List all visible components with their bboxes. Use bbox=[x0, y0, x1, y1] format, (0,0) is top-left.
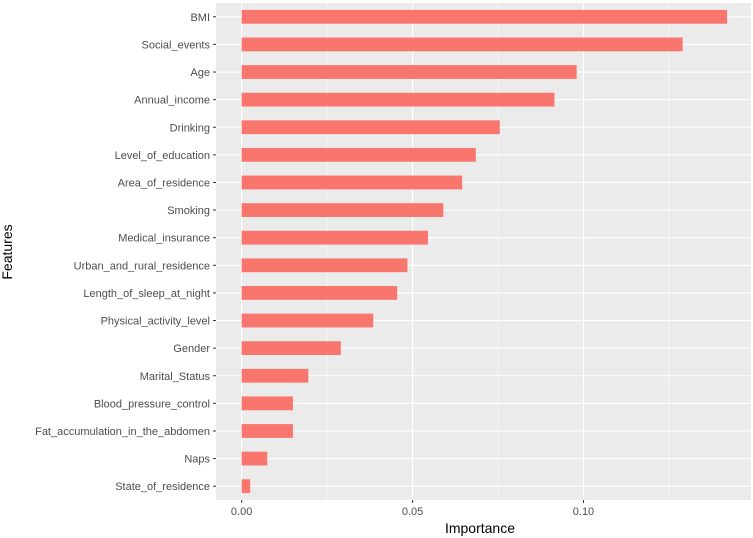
bar-age bbox=[241, 65, 577, 79]
minor-gridlines bbox=[326, 3, 670, 500]
y-tick-label: Annual_income bbox=[134, 95, 210, 107]
y-tick-label: Urban_and_rural_residence bbox=[74, 260, 210, 272]
bar-physical-activity-level bbox=[241, 313, 374, 328]
bar-drinking bbox=[241, 120, 500, 135]
bar-level-of-education bbox=[241, 147, 476, 162]
bar-length-of-sleep-at-night bbox=[241, 286, 398, 300]
bar-annual-income bbox=[241, 92, 555, 107]
bar-state-of-residence bbox=[241, 479, 251, 494]
bar-blood-pressure-control bbox=[241, 396, 293, 411]
y-tick-label: Physical_activity_level bbox=[101, 316, 210, 328]
bar-gender bbox=[241, 341, 341, 356]
y-tick-label: Marital_Status bbox=[140, 371, 211, 383]
y-tick-label: Drinking bbox=[170, 122, 210, 134]
bar-naps bbox=[241, 451, 268, 466]
plot-panel bbox=[216, 3, 751, 500]
y-tick-label: Naps bbox=[184, 454, 210, 466]
bar-area-of-residence bbox=[241, 175, 463, 190]
y-tick-label: Social_events bbox=[142, 39, 211, 51]
bar-marital-status bbox=[241, 368, 309, 383]
bar-fat-accumulation-in-the-abdomen bbox=[241, 424, 293, 438]
x-axis-title: Importance bbox=[445, 520, 515, 536]
y-tick-label: Level_of_education bbox=[115, 150, 210, 162]
x-tick-label: 0.10 bbox=[573, 506, 594, 518]
y-axis: BMI Social_events Age Annual_income Drinking… bbox=[35, 12, 216, 493]
y-tick-label: Medical_insurance bbox=[118, 233, 210, 245]
y-tick-label: Gender bbox=[173, 343, 210, 355]
y-tick-label: State_of_residence bbox=[115, 481, 210, 493]
bar-medical-insurance bbox=[241, 230, 428, 245]
y-tick-label: Length_of_sleep_at_night bbox=[83, 288, 210, 300]
y-tick-label: Smoking bbox=[167, 205, 210, 217]
x-axis: 0.00 0.05 0.10 bbox=[231, 500, 594, 518]
y-tick-label: Fat_accumulation_in_the_abdomen bbox=[35, 426, 210, 438]
bar-smoking bbox=[241, 203, 444, 217]
y-tick-label: Blood_pressure_control bbox=[94, 398, 210, 410]
y-tick-label: Area_of_residence bbox=[118, 177, 210, 189]
y-axis-title: Features bbox=[0, 224, 15, 279]
bar-social-events bbox=[241, 37, 683, 52]
bar-bmi bbox=[241, 9, 728, 24]
y-tick-label: Age bbox=[190, 67, 210, 79]
x-tick-label: 0.05 bbox=[402, 506, 423, 518]
x-tick-label: 0.00 bbox=[231, 506, 252, 518]
y-tick-label: BMI bbox=[190, 12, 210, 24]
bars bbox=[241, 9, 728, 494]
bar-urban-and-rural-residence bbox=[241, 258, 408, 273]
